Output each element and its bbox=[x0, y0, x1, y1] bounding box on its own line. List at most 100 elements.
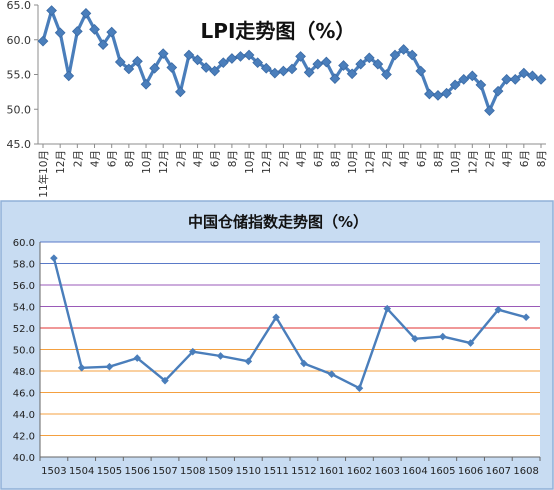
lpi-data-point bbox=[509, 73, 521, 85]
lpi-data-point bbox=[114, 56, 126, 68]
lpi-x-tick-label: 10月 bbox=[244, 150, 256, 174]
lpi-title: LPI走势图（%） bbox=[201, 19, 356, 43]
lpi-data-point bbox=[492, 85, 504, 97]
warehouse-y-tick-label: 50.0 bbox=[13, 346, 35, 357]
lpi-x-tick-label: 4月 bbox=[193, 150, 205, 167]
lpi-data-point bbox=[260, 62, 272, 74]
warehouse-data-point bbox=[77, 363, 86, 372]
warehouse-x-tick-label: 1507 bbox=[152, 466, 177, 477]
lpi-data-point bbox=[381, 69, 392, 80]
lpi-x-tick-label: 2月 bbox=[484, 150, 496, 167]
warehouse-x-tick-label: 1508 bbox=[180, 466, 205, 477]
lpi-x-tick-label: 11年10月 bbox=[37, 150, 50, 198]
lpi-data-point bbox=[209, 65, 221, 77]
warehouse-data-point bbox=[383, 304, 392, 313]
lpi-data-point bbox=[346, 68, 358, 80]
lpi-y-tick-label: 65.0 bbox=[7, 0, 32, 12]
lpi-x-tick-label: 12月 bbox=[467, 150, 479, 174]
lpi-x-tick-label: 8月 bbox=[330, 150, 342, 167]
lpi-data-point bbox=[217, 57, 229, 69]
lpi-data-point bbox=[389, 49, 401, 61]
lpi-data-point bbox=[303, 67, 315, 78]
lpi-data-point bbox=[501, 73, 513, 85]
warehouse-data-point bbox=[494, 305, 503, 314]
lpi-background bbox=[0, 0, 554, 200]
lpi-data-point bbox=[149, 62, 160, 74]
warehouse-data-point bbox=[244, 357, 253, 366]
warehouse-data-point bbox=[522, 313, 530, 322]
lpi-data-point bbox=[338, 60, 349, 71]
lpi-data-point bbox=[424, 88, 435, 100]
warehouse-y-tick-label: 52.0 bbox=[13, 324, 35, 335]
lpi-data-point bbox=[449, 79, 461, 91]
lpi-y-tick-label: 45.0 bbox=[7, 138, 32, 151]
lpi-data-point bbox=[63, 70, 75, 82]
lpi-data-point bbox=[527, 70, 538, 82]
lpi-x-tick-label: 8月 bbox=[536, 150, 548, 167]
warehouse-y-tick-label: 48.0 bbox=[13, 367, 35, 378]
warehouse-data-point bbox=[272, 313, 280, 322]
lpi-data-point bbox=[415, 65, 427, 77]
lpi-data-point bbox=[157, 48, 169, 60]
lpi-data-point bbox=[363, 52, 375, 64]
lpi-data-point bbox=[458, 73, 470, 85]
warehouse-x-tick-label: 1605 bbox=[430, 466, 455, 477]
lpi-data-point bbox=[329, 73, 341, 85]
lpi-y-tick-label: 55.0 bbox=[7, 69, 32, 82]
lpi-x-tick-label: 8月 bbox=[433, 150, 445, 167]
warehouse-chart: 40.0 42.0 44.0 46.0 48.0 50.0 52.0 54.0 56.0 58.0… bbox=[0, 200, 554, 490]
lpi-y-tick-label: 50.0 bbox=[7, 103, 32, 116]
lpi-data-point bbox=[89, 23, 100, 35]
lpi-x-tick-label: 12月 bbox=[261, 150, 273, 174]
lpi-data-point bbox=[475, 79, 487, 91]
warehouse-data-point bbox=[300, 359, 308, 368]
lpi-data-point bbox=[166, 62, 178, 73]
lpi-data-point bbox=[80, 7, 92, 19]
lpi-data-point bbox=[269, 67, 281, 79]
lpi-x-tick-label: 4月 bbox=[296, 150, 308, 167]
lpi-data-point bbox=[441, 87, 452, 99]
warehouse-y-tick-label: 46.0 bbox=[13, 389, 35, 400]
lpi-data-point bbox=[518, 67, 530, 79]
warehouse-x-tick-label: 1506 bbox=[124, 466, 149, 477]
lpi-x-tick-label: 6月 bbox=[416, 150, 428, 167]
lpi-x-tick-label: 10月 bbox=[347, 150, 359, 174]
warehouse-data-point bbox=[355, 384, 364, 392]
lpi-data-point bbox=[312, 58, 324, 70]
lpi-x-tick-label: 10月 bbox=[450, 150, 462, 174]
lpi-data-point bbox=[535, 73, 547, 85]
lpi-data-point bbox=[243, 49, 255, 61]
lpi-data-point bbox=[466, 70, 478, 82]
lpi-x-tick-label: 6月 bbox=[107, 150, 119, 167]
lpi-data-point bbox=[200, 62, 212, 73]
lpi-data-point bbox=[97, 39, 109, 50]
lpi-data-point bbox=[140, 78, 152, 90]
warehouse-data-point bbox=[188, 347, 197, 356]
lpi-x-tick-label: 6月 bbox=[313, 150, 325, 167]
lpi-x-tick-label: 2月 bbox=[278, 150, 290, 167]
warehouse-x-tick-label: 1510 bbox=[236, 466, 261, 477]
lpi-x-tick-label: 12月 bbox=[55, 150, 67, 174]
lpi-data-point bbox=[54, 27, 66, 39]
warehouse-x-tick-label: 1608 bbox=[513, 466, 538, 477]
lpi-x-tick-label: 4月 bbox=[399, 150, 411, 167]
lpi-x-tick-label: 12月 bbox=[158, 150, 170, 174]
lpi-data-point bbox=[183, 49, 195, 61]
warehouse-data-point bbox=[466, 339, 475, 347]
warehouse-x-tick-label: 1606 bbox=[458, 466, 483, 477]
lpi-x-tick-label: 8月 bbox=[124, 150, 136, 167]
lpi-x-tick-label: 2月 bbox=[72, 150, 84, 167]
lpi-x-tick-label: 4月 bbox=[90, 150, 102, 167]
lpi-data-point bbox=[71, 26, 83, 37]
lpi-data-point bbox=[320, 56, 332, 68]
lpi-chart: 45.0 50.0 55.0 60.0 65.0 11年10月 12月 2月 4月 6月 8月 10月… bbox=[0, 0, 554, 200]
warehouse-y-tick-label: 60.0 bbox=[13, 238, 35, 249]
lpi-x-tick-label: 12月 bbox=[364, 150, 376, 174]
lpi-data-point bbox=[37, 35, 49, 47]
warehouse-y-tick-label: 56.0 bbox=[13, 281, 35, 292]
lpi-data-point bbox=[432, 89, 444, 101]
warehouse-data-point bbox=[216, 352, 225, 360]
lpi-x-tick-label: 6月 bbox=[210, 150, 222, 167]
warehouse-y-tick-label: 40.0 bbox=[13, 453, 35, 464]
